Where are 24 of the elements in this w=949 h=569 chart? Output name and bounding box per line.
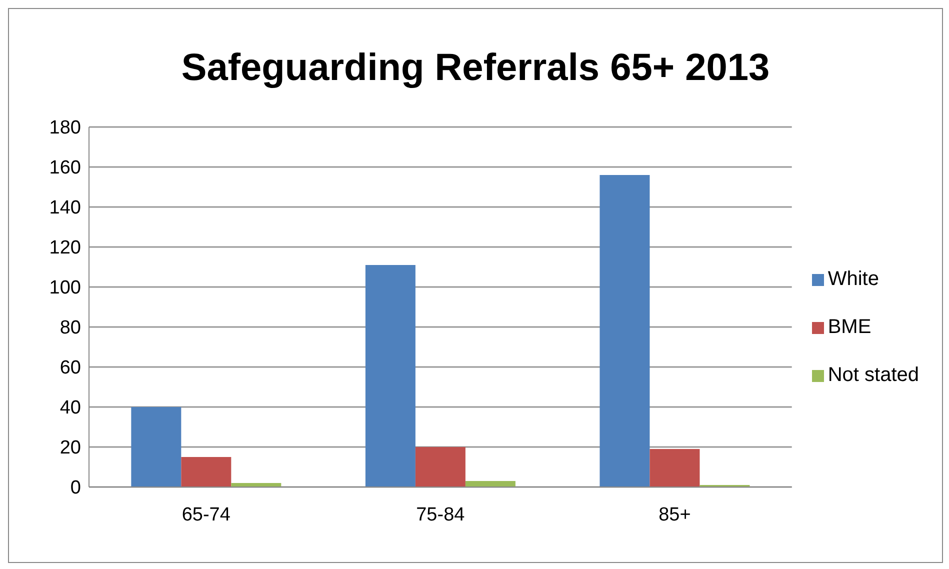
- bar: [181, 457, 232, 487]
- y-tick-label: 80: [60, 318, 81, 339]
- x-tick-label: 65-74: [182, 504, 231, 526]
- bar: [650, 449, 700, 487]
- y-tick-label: 20: [60, 438, 81, 459]
- bar: [415, 447, 466, 487]
- legend-label: Not stated: [828, 364, 919, 386]
- y-tick-label: 120: [49, 238, 81, 259]
- y-tick-label: 60: [60, 358, 81, 379]
- y-tick-label: 100: [49, 278, 81, 299]
- y-tick-label: 160: [49, 158, 81, 179]
- y-tick-label: 0: [70, 478, 81, 499]
- y-tick-label: 180: [49, 118, 81, 139]
- chart-title: Safeguarding Referrals 65+ 2013: [180, 47, 771, 91]
- legend-label: BME: [828, 316, 872, 338]
- legend-label: White: [828, 268, 879, 290]
- x-tick-label: 85+: [658, 504, 691, 526]
- bar: [600, 175, 650, 487]
- y-tick-label: 40: [60, 398, 81, 419]
- y-tick-label: 140: [49, 198, 81, 219]
- bar: [465, 481, 516, 487]
- x-tick-label: 75-84: [416, 504, 466, 526]
- bar: [131, 407, 182, 487]
- bar: [365, 265, 416, 487]
